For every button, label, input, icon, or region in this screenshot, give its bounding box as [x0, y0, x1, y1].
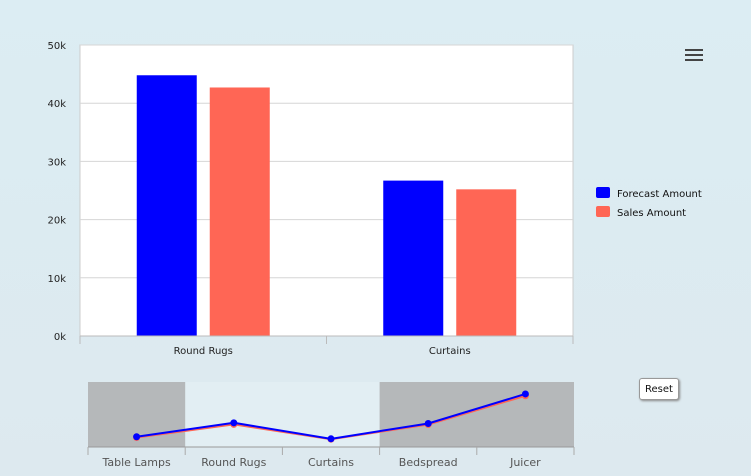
y-tick-label: 50k [47, 41, 66, 52]
navigator-point [521, 390, 529, 398]
legend-swatch [596, 206, 610, 217]
bar[interactable] [456, 189, 517, 336]
navigator-tick-label: Curtains [308, 456, 354, 469]
navigator-point [230, 419, 238, 427]
hamburger-menu-icon[interactable] [684, 46, 704, 66]
y-tick-label: 10k [47, 274, 66, 285]
bar[interactable] [136, 75, 197, 336]
reset-zoom-button[interactable]: Reset [639, 378, 679, 400]
x-tick-label: Curtains [429, 346, 471, 357]
bar[interactable] [209, 87, 270, 337]
navigator-tick-label: Table Lamps [101, 456, 171, 469]
legend-label: Forecast Amount [617, 189, 702, 200]
navigator-tick-label: Juicer [509, 456, 541, 469]
legend-item[interactable]: Forecast Amount [596, 187, 702, 200]
navigator-point [133, 433, 141, 441]
navigator-tick-label: Bedspread [399, 456, 458, 469]
legend-label: Sales Amount [617, 208, 686, 219]
navigator-point [424, 419, 432, 427]
legend-swatch [596, 187, 610, 198]
x-tick-label: Round Rugs [174, 346, 233, 357]
y-tick-label: 20k [47, 216, 66, 227]
y-tick-label: 40k [47, 99, 66, 110]
legend-item[interactable]: Sales Amount [596, 206, 686, 219]
y-tick-label: 30k [47, 157, 66, 168]
navigator-tick-label: Round Rugs [201, 456, 266, 469]
bar[interactable] [383, 180, 444, 336]
navigator-point [327, 435, 335, 443]
y-tick-label: 0k [54, 332, 66, 343]
